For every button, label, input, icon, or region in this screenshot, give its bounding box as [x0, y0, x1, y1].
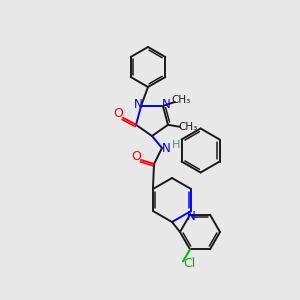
Text: N: N [187, 209, 195, 223]
Text: N: N [162, 142, 170, 154]
Text: N: N [162, 98, 170, 112]
Text: CH₃: CH₃ [171, 95, 190, 105]
Text: CH₃: CH₃ [178, 122, 198, 132]
Text: Cl: Cl [183, 257, 195, 270]
Text: N: N [134, 98, 142, 112]
Text: H: H [172, 140, 180, 150]
Text: O: O [113, 107, 123, 120]
Text: O: O [131, 149, 141, 163]
